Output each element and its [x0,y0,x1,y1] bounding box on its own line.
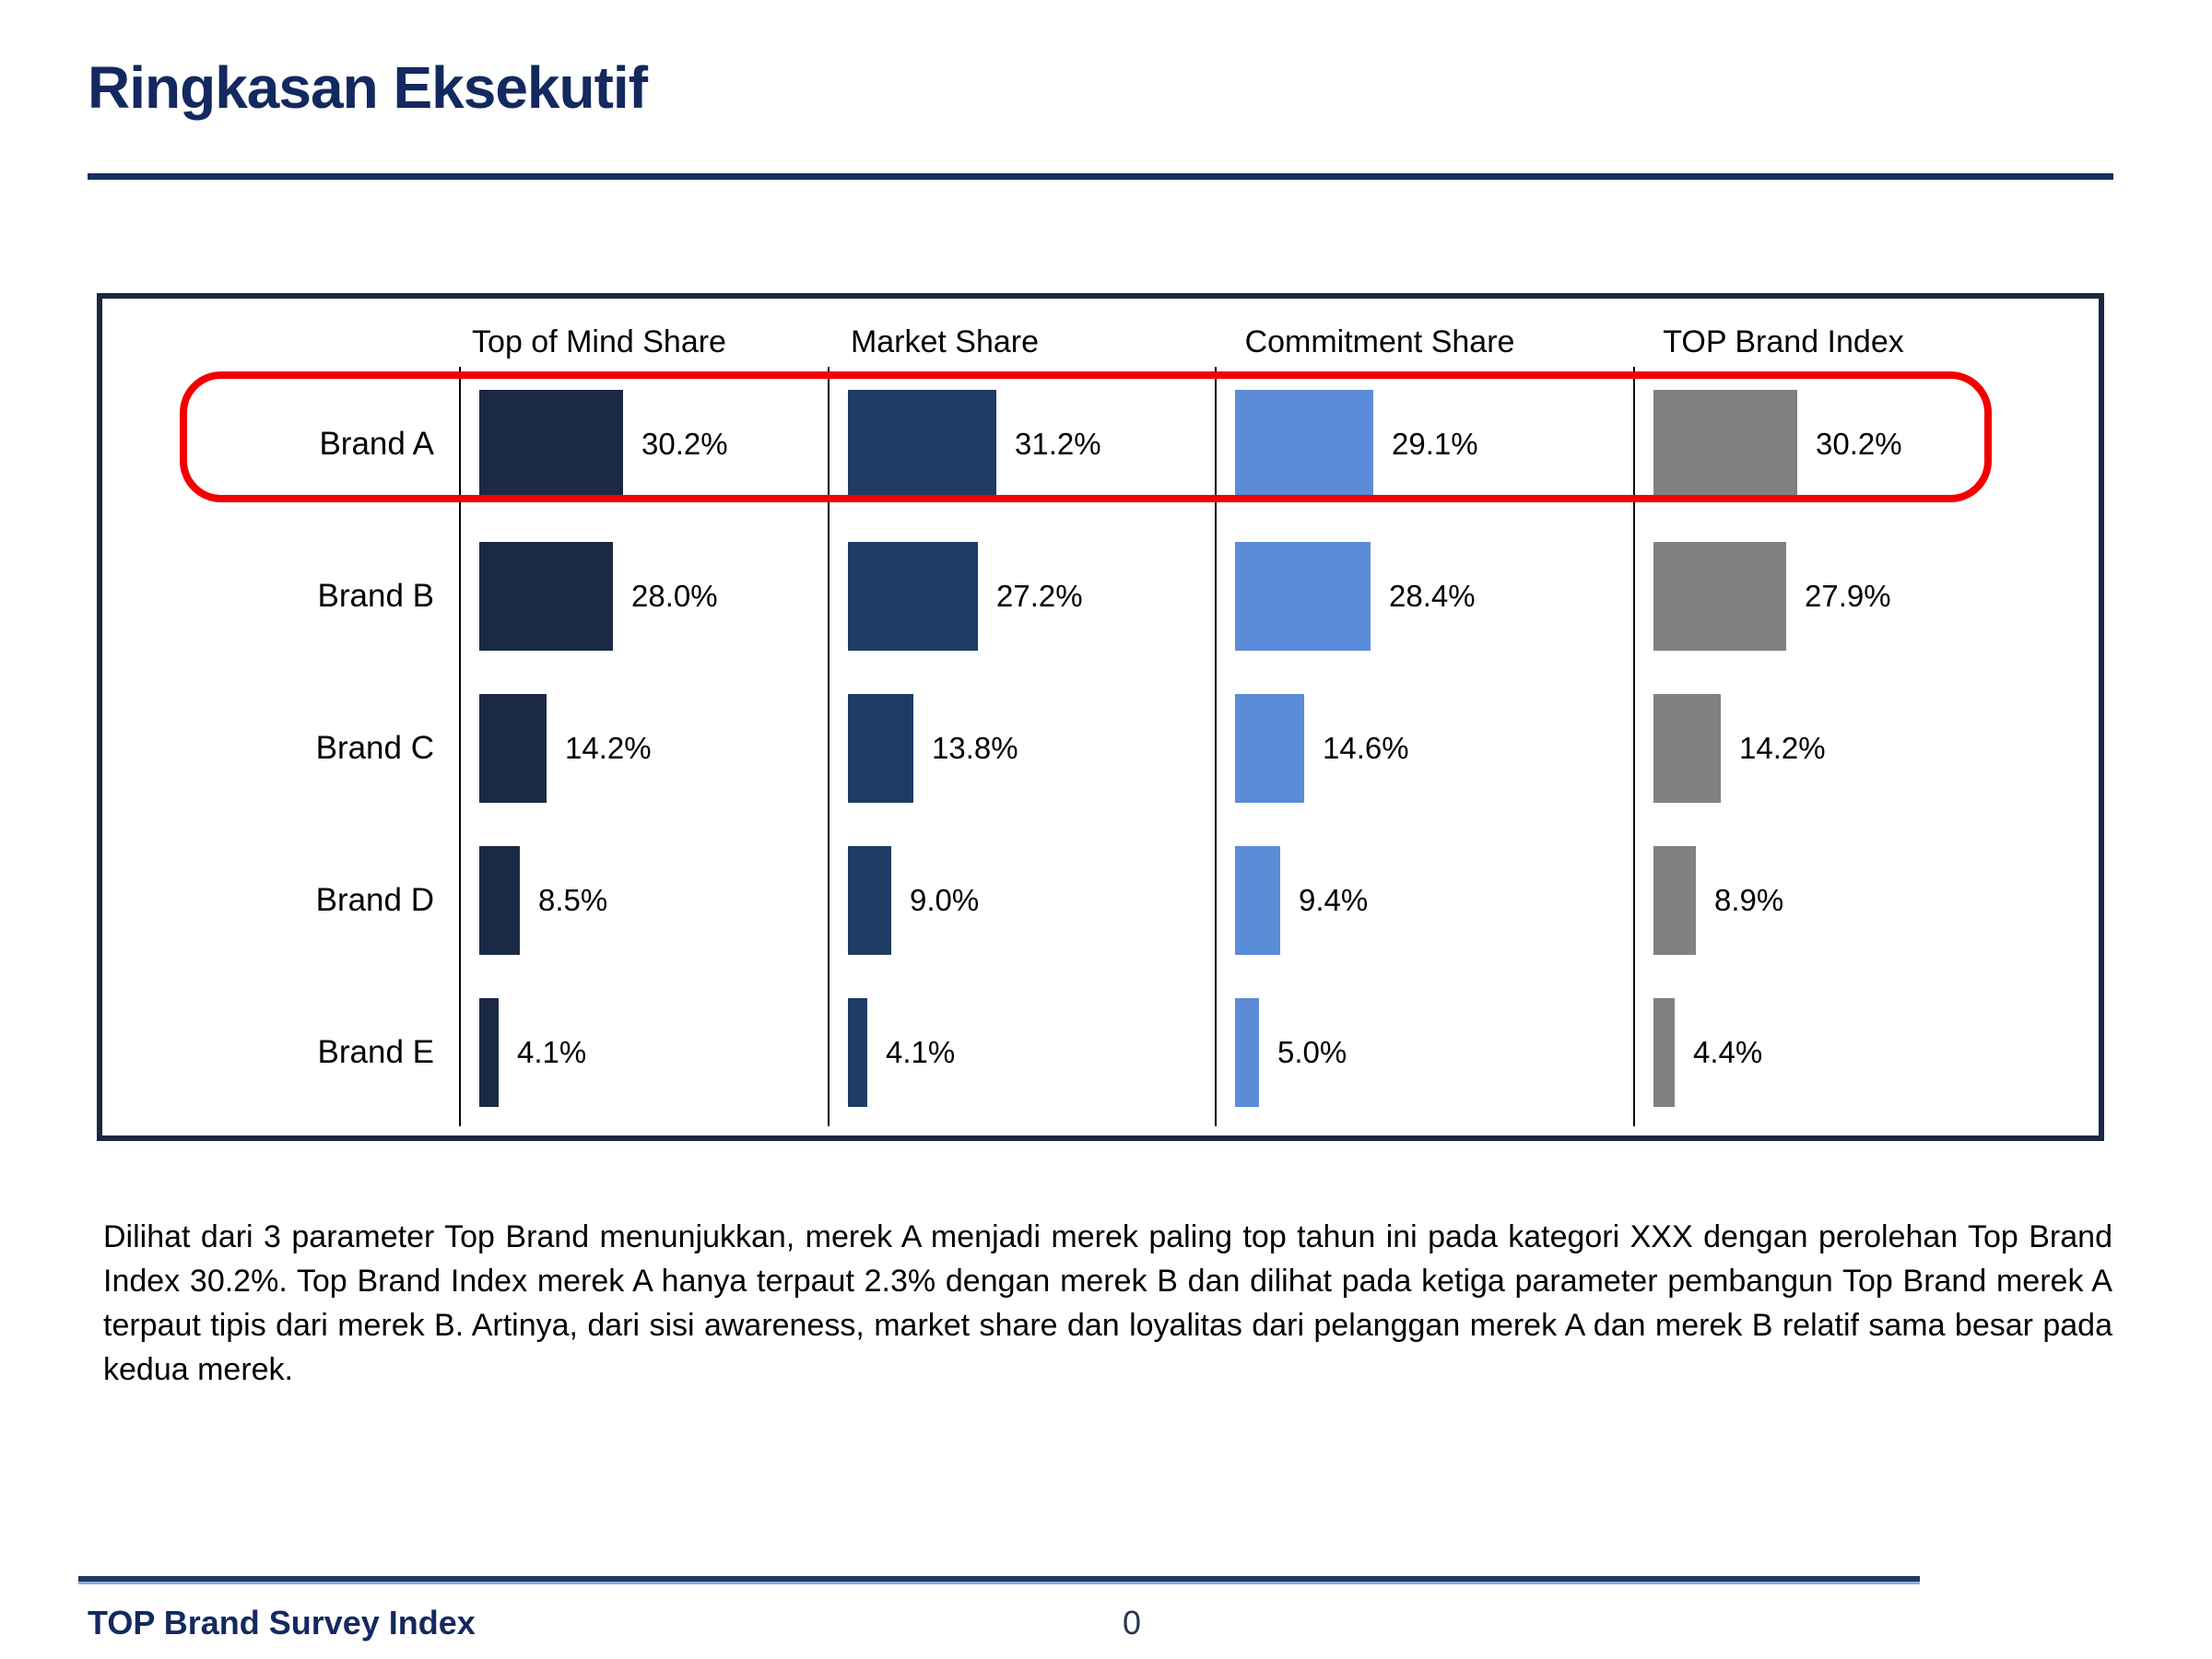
bar-top-brand-index-brand-b [1653,542,1786,651]
row-label-brand-b: Brand B [317,578,434,614]
brand-a-highlight-ring [180,371,1992,502]
column-header-top-brand-index: TOP Brand Index [1663,324,1904,359]
value-label-market-share-brand-a: 31.2% [1015,427,1101,461]
value-label-market-share-brand-b: 27.2% [996,579,1083,613]
value-label-top-of-mind-share-brand-e: 4.1% [517,1035,587,1069]
value-label-top-brand-index-brand-a: 30.2% [1816,427,1902,461]
axis-line-top-brand-index [1633,367,1635,1126]
value-label-commitment-share-brand-a: 29.1% [1392,427,1478,461]
bar-market-share-brand-d [848,846,891,955]
value-label-top-brand-index-brand-d: 8.9% [1714,883,1784,917]
axis-line-market-share [828,367,830,1126]
bar-commitment-share-brand-e [1235,998,1259,1107]
value-label-commitment-share-brand-d: 9.4% [1299,883,1369,917]
axis-line-commitment-share [1215,367,1217,1126]
bar-commitment-share-brand-c [1235,694,1304,803]
value-label-top-brand-index-brand-c: 14.2% [1739,731,1826,765]
bar-top-of-mind-share-brand-e [479,998,499,1107]
bar-commitment-share-brand-a [1235,390,1373,499]
value-label-commitment-share-brand-c: 14.6% [1323,731,1409,765]
bar-top-of-mind-share-brand-c [479,694,547,803]
brand-comparison-chart: Brand A Brand B Brand C Brand D Brand E Top o… [97,293,2104,1141]
footer-label: TOP Brand Survey Index [88,1604,476,1641]
axis-line-top-of-mind-share [459,367,461,1126]
footer-divider [78,1576,1920,1582]
bar-market-share-brand-e [848,998,867,1107]
row-label-brand-d: Brand D [315,882,434,918]
page-title: Ringkasan Eksekutif [88,54,648,121]
title-divider [88,173,2113,180]
bar-market-share-brand-b [848,542,978,651]
value-label-top-of-mind-share-brand-b: 28.0% [631,579,718,613]
bar-market-share-brand-a [848,390,996,499]
bar-commitment-share-brand-d [1235,846,1280,955]
column-header-commitment-share: Commitment Share [1244,324,1515,359]
value-label-top-of-mind-share-brand-c: 14.2% [565,731,652,765]
page-number: 0 [1123,1604,1142,1641]
value-label-top-of-mind-share-brand-d: 8.5% [538,883,608,917]
value-label-market-share-brand-d: 9.0% [910,883,980,917]
bar-market-share-brand-c [848,694,913,803]
column-header-top-of-mind-share: Top of Mind Share [472,324,726,359]
value-label-commitment-share-brand-e: 5.0% [1277,1035,1347,1069]
value-label-top-brand-index-brand-b: 27.9% [1805,579,1891,613]
bar-top-of-mind-share-brand-d [479,846,520,955]
bar-top-brand-index-brand-e [1653,998,1675,1107]
bar-top-of-mind-share-brand-b [479,542,613,651]
value-label-commitment-share-brand-b: 28.4% [1389,579,1476,613]
row-label-brand-c: Brand C [315,730,434,766]
value-label-market-share-brand-e: 4.1% [886,1035,956,1069]
bar-commitment-share-brand-b [1235,542,1371,651]
value-label-top-of-mind-share-brand-a: 30.2% [641,427,728,461]
bar-top-brand-index-brand-c [1653,694,1721,803]
summary-paragraph: Dilihat dari 3 parameter Top Brand menun… [103,1219,2112,1387]
column-header-market-share: Market Share [850,324,1040,359]
value-label-market-share-brand-c: 13.8% [932,731,1018,765]
bar-top-brand-index-brand-a [1653,390,1797,499]
bar-top-brand-index-brand-d [1653,846,1696,955]
row-label-brand-a: Brand A [319,426,434,462]
bar-top-of-mind-share-brand-a [479,390,623,499]
row-label-brand-e: Brand E [317,1034,434,1070]
value-label-top-brand-index-brand-e: 4.4% [1693,1035,1763,1069]
